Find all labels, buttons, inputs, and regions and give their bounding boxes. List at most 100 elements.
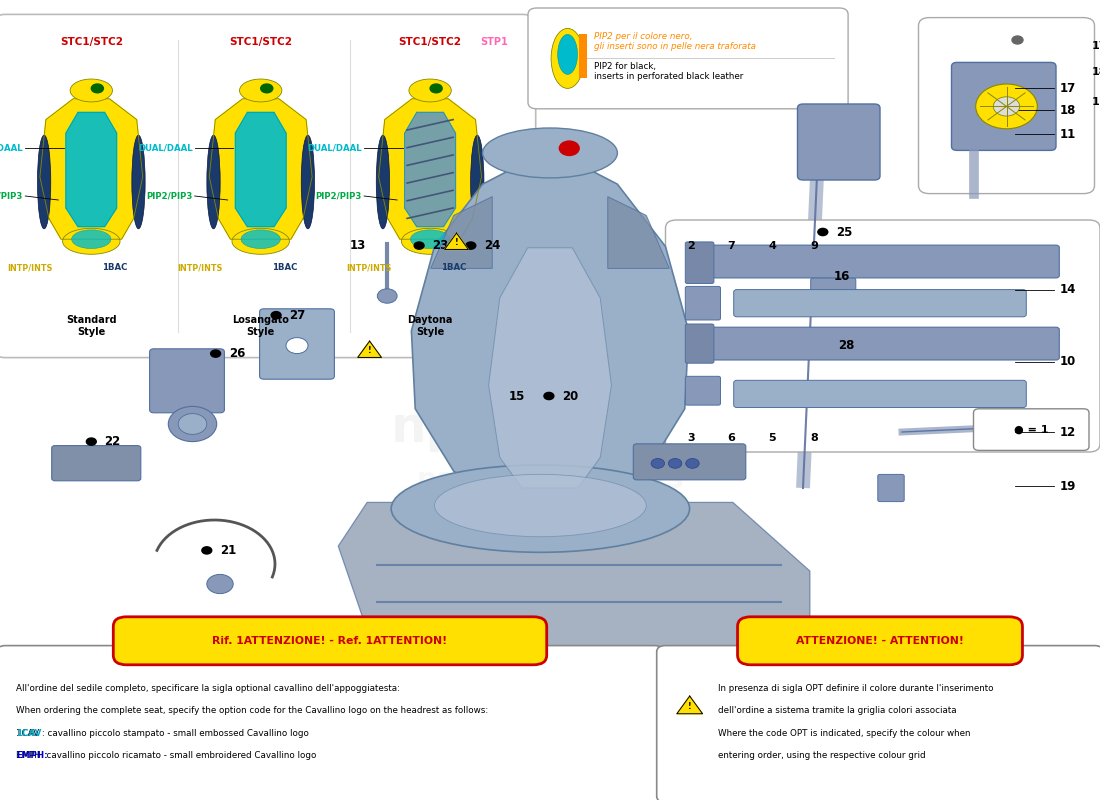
Text: STP1: STP1 <box>480 37 508 46</box>
Circle shape <box>993 97 1020 116</box>
Circle shape <box>168 406 217 442</box>
Circle shape <box>976 84 1037 129</box>
Ellipse shape <box>240 79 282 102</box>
FancyBboxPatch shape <box>260 309 334 379</box>
Ellipse shape <box>392 465 690 552</box>
Text: 25: 25 <box>836 226 852 238</box>
Text: 1BAC: 1BAC <box>441 263 466 273</box>
Text: 8: 8 <box>810 434 818 443</box>
Polygon shape <box>378 98 482 239</box>
Text: DUAL/DAAL: DUAL/DAAL <box>138 143 192 153</box>
Polygon shape <box>676 696 703 714</box>
Ellipse shape <box>37 135 51 229</box>
Circle shape <box>261 84 273 93</box>
Text: 23: 23 <box>432 239 449 252</box>
Text: PIP2 per il colore nero,
gli inserti sono in pelle nera traforata: PIP2 per il colore nero, gli inserti son… <box>594 32 756 51</box>
Text: Standard
Style: Standard Style <box>66 315 117 337</box>
Text: entering order, using the respective colour grid: entering order, using the respective col… <box>718 751 926 760</box>
FancyBboxPatch shape <box>878 474 904 502</box>
Text: 16: 16 <box>834 270 850 282</box>
Ellipse shape <box>434 474 647 537</box>
FancyBboxPatch shape <box>737 617 1023 665</box>
Text: PIP2 for black,
inserts in perforated black leather: PIP2 for black, inserts in perforated bl… <box>594 62 744 82</box>
FancyBboxPatch shape <box>685 376 720 405</box>
Text: 18: 18 <box>1059 104 1076 117</box>
FancyBboxPatch shape <box>52 446 141 481</box>
Text: 7: 7 <box>727 241 736 250</box>
Text: !: ! <box>688 702 692 711</box>
Text: STC1/STC2: STC1/STC2 <box>398 37 462 46</box>
Text: Losangato
Style: Losangato Style <box>232 315 289 337</box>
Polygon shape <box>339 502 810 658</box>
Ellipse shape <box>558 34 578 74</box>
FancyBboxPatch shape <box>666 220 1100 452</box>
Text: EMPH:: EMPH: <box>16 751 48 760</box>
Text: 6: 6 <box>727 434 736 443</box>
Circle shape <box>817 229 827 235</box>
Text: 22: 22 <box>104 435 121 448</box>
Text: 9: 9 <box>810 241 818 250</box>
Circle shape <box>669 458 682 468</box>
Text: 11: 11 <box>1091 97 1100 106</box>
Text: STC1/STC2: STC1/STC2 <box>59 37 123 46</box>
Polygon shape <box>444 233 469 250</box>
Text: INTP/INTS: INTP/INTS <box>8 263 53 273</box>
Text: 13: 13 <box>350 239 366 252</box>
Text: ● = 1: ● = 1 <box>1014 425 1048 434</box>
Polygon shape <box>40 98 143 239</box>
Text: passion for parts: passion for parts <box>417 466 683 494</box>
Text: 20: 20 <box>562 390 579 402</box>
Text: 19: 19 <box>1059 480 1076 493</box>
Text: euroocar
nparts.com: euroocar nparts.com <box>390 348 710 452</box>
Text: ATTENZIONE! - ATTENTION!: ATTENZIONE! - ATTENTION! <box>796 636 964 646</box>
Circle shape <box>87 438 97 445</box>
Text: 17: 17 <box>1059 82 1076 94</box>
Polygon shape <box>405 112 455 226</box>
Text: 27: 27 <box>289 309 306 322</box>
Polygon shape <box>431 197 493 268</box>
Circle shape <box>430 84 442 93</box>
Polygon shape <box>66 112 117 226</box>
Bar <box>579 34 587 78</box>
Text: PIP2/PIP3: PIP2/PIP3 <box>146 191 192 201</box>
FancyBboxPatch shape <box>701 245 1059 278</box>
Text: Daytona
Style: Daytona Style <box>407 315 453 337</box>
FancyBboxPatch shape <box>685 324 714 363</box>
Text: In presenza di sigla OPT definire il colore durante l'inserimento: In presenza di sigla OPT definire il col… <box>718 684 993 693</box>
Text: 15: 15 <box>508 390 525 402</box>
Circle shape <box>559 141 579 155</box>
Ellipse shape <box>402 228 459 254</box>
Polygon shape <box>235 112 286 226</box>
FancyBboxPatch shape <box>952 62 1056 150</box>
Text: All'ordine del sedile completo, specificare la sigla optional cavallino dell'app: All'ordine del sedile completo, specific… <box>16 684 400 693</box>
FancyBboxPatch shape <box>811 278 856 302</box>
Text: 4: 4 <box>768 241 777 250</box>
Circle shape <box>202 547 211 554</box>
Text: INTP/INTS: INTP/INTS <box>346 263 392 273</box>
Text: EMPH: cavallino piccolo ricamato - small embroidered Cavallino logo: EMPH: cavallino piccolo ricamato - small… <box>16 751 317 760</box>
Ellipse shape <box>409 79 451 102</box>
Text: 11: 11 <box>1059 128 1076 141</box>
FancyBboxPatch shape <box>734 290 1026 317</box>
Text: Where the code OPT is indicated, specify the colour when: Where the code OPT is indicated, specify… <box>718 729 971 738</box>
Ellipse shape <box>376 135 389 229</box>
Circle shape <box>466 242 475 250</box>
Text: 17: 17 <box>1091 41 1100 50</box>
Circle shape <box>377 289 397 303</box>
Polygon shape <box>209 98 312 239</box>
Text: 18: 18 <box>1091 67 1100 77</box>
Text: 24: 24 <box>484 239 500 252</box>
Text: DUAL/DAAL: DUAL/DAAL <box>307 143 362 153</box>
Text: !: ! <box>367 346 372 355</box>
FancyBboxPatch shape <box>816 330 861 354</box>
Text: 5: 5 <box>769 434 776 443</box>
Text: PIP2/PIP3: PIP2/PIP3 <box>0 191 23 201</box>
FancyBboxPatch shape <box>150 349 224 413</box>
Text: When ordering the complete seat, specify the option code for the Cavallino logo : When ordering the complete seat, specify… <box>16 706 488 715</box>
Text: 14: 14 <box>1059 283 1076 296</box>
Ellipse shape <box>551 28 584 88</box>
Circle shape <box>210 350 220 357</box>
Text: 28: 28 <box>838 339 855 352</box>
FancyBboxPatch shape <box>0 14 536 358</box>
FancyBboxPatch shape <box>657 646 1100 800</box>
